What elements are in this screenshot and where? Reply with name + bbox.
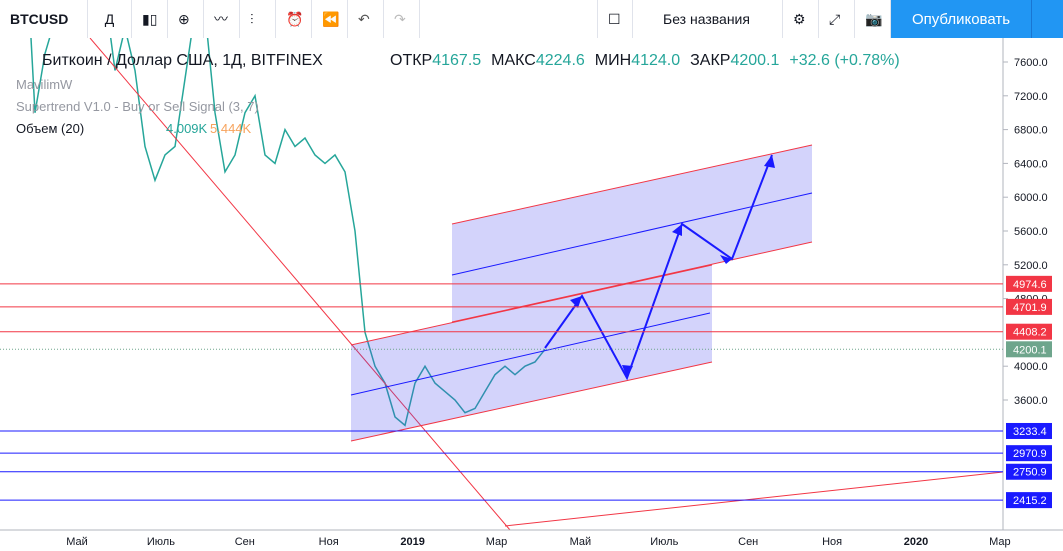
indicators-button[interactable]: 〰 (204, 0, 240, 38)
ohlc-value: 4167.5 (432, 52, 481, 69)
price-tag (1006, 341, 1052, 358)
channel-fill (351, 265, 712, 441)
ohlc-value: 4124.0 (631, 52, 680, 69)
volume-value: 5.444K (210, 121, 252, 136)
layout-name[interactable]: Без названия (633, 0, 783, 38)
change: +32.6 (+0.78%) (789, 52, 899, 69)
price-tag (1006, 463, 1052, 480)
ohlc-value: 4200.1 (730, 52, 779, 69)
price-tag-label: 2970.9 (1013, 448, 1047, 460)
price-tick-label: 7600.0 (1014, 57, 1048, 69)
price-tick-label: 5200.0 (1014, 260, 1048, 272)
ohlc-label: ЗАКР (690, 52, 730, 69)
price-tag-label: 4200.1 (1013, 344, 1047, 356)
time-tick-label: Май (66, 536, 88, 548)
interval-button[interactable]: Д (88, 0, 132, 38)
price-tag (1006, 275, 1052, 292)
time-tick-label: 2019 (400, 536, 424, 548)
ohlc-label: ОТКР (390, 52, 432, 69)
price-line (30, 38, 546, 427)
volume-value: 4.009K (166, 121, 208, 136)
layout-name-text: Без названия (663, 11, 750, 27)
legend: Биткоин / Доллар США, 1Д, BITFINEX ОТКР 4… (16, 52, 900, 136)
trend-line (504, 471, 1004, 527)
arrow-heads (570, 155, 775, 378)
bars-style-button[interactable]: ▮▯ (132, 0, 168, 38)
time-tick-label: Мар (486, 536, 508, 548)
price-tag-label: 4408.2 (1013, 327, 1047, 339)
undo-button[interactable]: ↶ (348, 0, 384, 38)
price-tick-label: 5600.0 (1014, 226, 1048, 238)
arrow-head (570, 296, 582, 308)
price-tick-label: 4000.0 (1014, 361, 1048, 373)
ohlc-label: МАКС (491, 52, 536, 69)
price-tag (1006, 492, 1052, 509)
indicator-label: Supertrend V1.0 - Buy or Sell Signal (3,… (16, 99, 259, 114)
arrow-head (764, 155, 775, 168)
price-tick-label: 7200.0 (1014, 91, 1048, 103)
channel-line (451, 241, 813, 323)
time-tick-label: Май (570, 536, 592, 548)
alert-button[interactable]: ⏰ (276, 0, 312, 38)
price-tag (1006, 323, 1052, 340)
price-tag (1006, 445, 1052, 462)
snapshot-button[interactable]: 📷 (855, 0, 891, 38)
channel-mid-line (350, 312, 711, 396)
time-tick-label: Июль (650, 536, 678, 548)
legend-title: Биткоин / Доллар США, 1Д, BITFINEX (42, 52, 323, 69)
symbol-button[interactable]: BTCUSD (0, 0, 88, 38)
price-tick-label: 6000.0 (1014, 192, 1048, 204)
price-tag-label: 2750.9 (1013, 467, 1047, 479)
channel-line (451, 144, 813, 225)
price-tag (1006, 422, 1052, 439)
redo-button[interactable]: ↷ (384, 0, 420, 38)
time-tick-label: Сен (235, 536, 255, 548)
time-tick-label: Июль (147, 536, 175, 548)
time-tick-label: Сен (738, 536, 758, 548)
price-tag-label: 4701.9 (1013, 302, 1047, 314)
time-tick-label: 2020 (904, 536, 928, 548)
ohlc-label: МИН (595, 52, 631, 69)
price-tick-label: 6400.0 (1014, 158, 1048, 170)
toolbar: BTCUSD Д ▮▯ ⊕ 〰 ⫶ ⏰ ⏪ ↶ ↷ ☐ Без названия… (0, 0, 1063, 39)
compare-button[interactable]: ⊕ (168, 0, 204, 38)
price-tag (1006, 298, 1052, 315)
time-tick-label: Ноя (319, 536, 339, 548)
replay-button[interactable]: ⏪ (312, 0, 348, 38)
time-tick-label: Ноя (822, 536, 842, 548)
time-tick-label: Мар (989, 536, 1011, 548)
arrow-head (622, 365, 633, 378)
publish-menu-button[interactable] (1031, 0, 1063, 38)
price-tag-label: 4974.6 (1013, 279, 1047, 291)
price-series-group (30, 38, 546, 427)
indicator-label: MavilimW (16, 77, 73, 92)
price-tag-label: 3233.4 (1013, 426, 1047, 438)
price-tick-label: 6800.0 (1014, 125, 1048, 137)
chart: Биткоин / Доллар США, 1Д, BITFINEX ОТКР 4… (0, 38, 1063, 551)
expand-button[interactable]: ⤢ (819, 0, 855, 38)
fullscreen-toggle[interactable]: ☐ (597, 0, 633, 38)
arrow-head (720, 255, 732, 264)
publish-button[interactable]: Опубликовать (891, 0, 1031, 38)
arrow-head (672, 224, 682, 236)
indicator-label: Объем (20) (16, 121, 84, 136)
price-tick-label: 3600.0 (1014, 395, 1048, 407)
price-tag-label: 2415.2 (1013, 495, 1047, 507)
ohlc-value: 4224.6 (536, 52, 585, 69)
settings-button[interactable]: ⚙ (783, 0, 819, 38)
channel-line (350, 361, 713, 442)
templates-button[interactable]: ⫶ (240, 0, 276, 38)
